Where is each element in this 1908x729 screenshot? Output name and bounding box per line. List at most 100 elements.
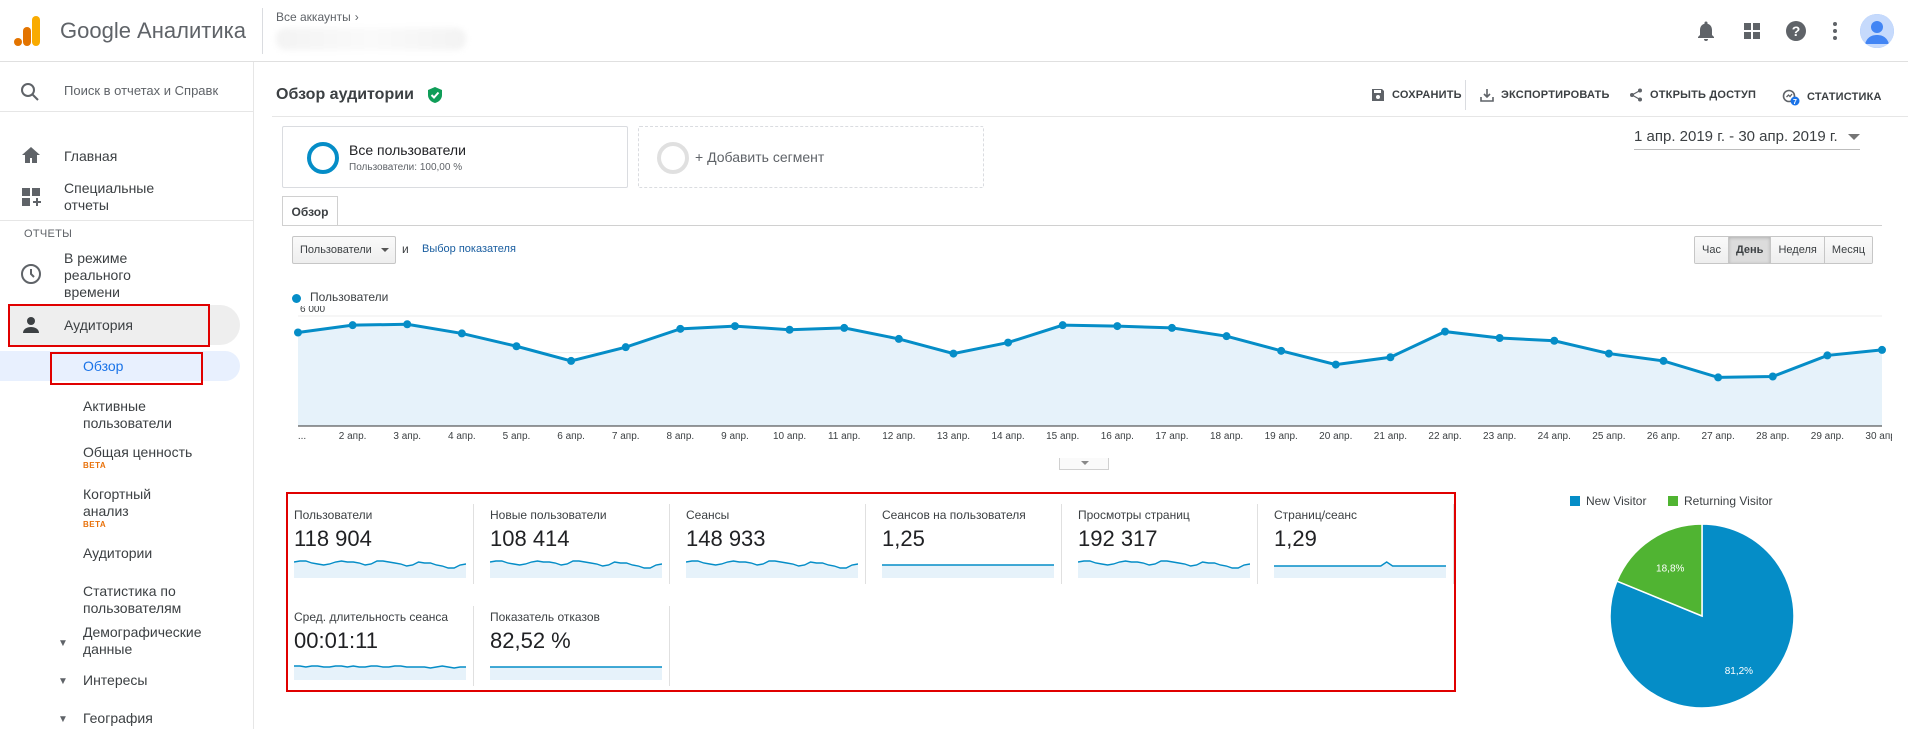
bell-icon[interactable]: [1693, 18, 1719, 44]
period-day-button[interactable]: День: [1727, 237, 1771, 263]
metric-label: Просмотры страниц: [1078, 508, 1190, 522]
expand-caret-icon[interactable]: ▼: [58, 714, 68, 725]
apps-grid-icon[interactable]: [1739, 18, 1765, 44]
export-button[interactable]: ЭКСПОРТИРОВАТЬ: [1480, 88, 1610, 102]
and-label: и: [402, 242, 409, 256]
more-vert-icon[interactable]: [1822, 18, 1848, 44]
metric-value: 148 933: [686, 526, 766, 551]
metric-tile[interactable]: Страниц/сеанс 1,29: [1270, 504, 1454, 584]
users-line-chart[interactable]: 2 0004 0006 000...2 апр.3 апр.4 апр.5 ап…: [272, 306, 1892, 466]
x-tick-label: 7 апр.: [612, 431, 640, 442]
period-month-button[interactable]: Месяц: [1823, 237, 1872, 263]
brand-divider: [262, 8, 263, 54]
data-point: [1823, 351, 1832, 360]
metric-tile[interactable]: Сред. длительность сеанса 00:01:11: [290, 606, 474, 686]
metric-label: Новые пользователи: [490, 508, 607, 522]
toolbar-divider: [1465, 80, 1466, 110]
sidebar-subitem-user-explorer[interactable]: Статистика по пользователям: [83, 583, 182, 616]
add-segment-button[interactable]: + Добавить сегмент: [638, 126, 984, 188]
highlight-box-overview: [50, 352, 203, 385]
metric-tile[interactable]: Пользователи 118 904: [290, 504, 474, 584]
sidebar-subitem-interests[interactable]: Интересы: [83, 672, 148, 688]
series-area: [298, 324, 1882, 426]
metric-value: 00:01:11: [294, 628, 379, 653]
avatar[interactable]: [1860, 14, 1894, 48]
segment-ring-empty-icon: [657, 142, 689, 174]
sidebar-subitem-label: Общая ценность: [83, 444, 193, 460]
sidebar-item-audience[interactable]: Аудитория: [0, 305, 240, 345]
pie-legend-returning[interactable]: Returning Visitor: [1668, 494, 1773, 508]
period-hour-button[interactable]: Час: [1695, 237, 1728, 263]
insights-button[interactable]: 7 СТАТИСТИКА: [1782, 88, 1882, 106]
x-tick-label: 3 апр.: [393, 431, 421, 442]
metric-value: 82,52 %: [490, 628, 571, 653]
sidebar-subitem-geo[interactable]: География: [83, 710, 153, 726]
sidebar-item-custom-reports[interactable]: Специальные отчеты: [0, 176, 240, 218]
segment-subtitle: Пользователи: 100,00 %: [349, 162, 463, 173]
data-point: [403, 320, 412, 329]
metric-label: Страниц/сеанс: [1274, 508, 1358, 522]
date-range-picker[interactable]: 1 апр. 2019 г. - 30 апр. 2019 г.: [1634, 128, 1860, 150]
period-week-button[interactable]: Неделя: [1770, 237, 1824, 263]
sidebar-subitem-overview[interactable]: Обзор: [83, 358, 124, 374]
sidebar-subitem-demographics[interactable]: Демографические данные: [83, 624, 202, 657]
data-point: [1878, 345, 1886, 354]
account-breadcrumb-label: Все аккаунты: [276, 10, 351, 24]
y-tick-label: 6 000: [300, 306, 325, 315]
data-point: [785, 325, 794, 334]
sparkline-line: [294, 665, 466, 669]
x-tick-label: 9 апр.: [721, 431, 749, 442]
clock-icon: [21, 264, 41, 284]
help-icon[interactable]: ?: [1783, 18, 1809, 44]
sidebar-item-home[interactable]: Главная: [0, 140, 240, 176]
tab-overview[interactable]: Обзор: [282, 196, 338, 226]
metric-value: 192 317: [1078, 526, 1158, 551]
metric-tile[interactable]: Новые пользователи 108 414: [486, 504, 670, 584]
metric-tile[interactable]: Сеансов на пользователя 1,25: [878, 504, 1062, 584]
highlight-box-audience: [8, 304, 210, 347]
data-point: [840, 323, 849, 332]
sparkline-line: [294, 560, 466, 569]
sidebar: Поиск в отчетах и Справк Главная Специал…: [0, 62, 254, 729]
data-point: [1386, 353, 1395, 362]
expand-caret-icon[interactable]: ▼: [58, 676, 68, 687]
save-button[interactable]: СОХРАНИТЬ: [1371, 88, 1462, 102]
sidebar-subitem-active-users[interactable]: Активные пользователи: [83, 398, 172, 431]
sidebar-subitem-cohort-analysis[interactable]: Когортный анализ BETA: [83, 486, 183, 529]
main-content: Обзор аудитории СОХРАНИТЬ ЭКСПОРТИРОВАТЬ…: [272, 62, 1908, 729]
chart-collapse-handle[interactable]: [1059, 458, 1109, 470]
segment-ring-icon: [307, 142, 339, 174]
person-icon: [23, 317, 39, 333]
metric-sparkline: [490, 560, 662, 578]
segment-all-users[interactable]: Все пользователи Пользователи: 100,00 %: [282, 126, 628, 188]
sidebar-subitem-audiences[interactable]: Аудитории: [83, 545, 153, 561]
pie-legend-new[interactable]: New Visitor: [1570, 494, 1646, 508]
sidebar-item-realtime[interactable]: В режиме реального времени: [0, 246, 240, 302]
tab-divider: [282, 225, 1882, 226]
metric-value: 118 904: [294, 526, 372, 551]
report-search[interactable]: Поиск в отчетах и Справк: [0, 72, 254, 112]
data-point: [676, 324, 685, 333]
x-tick-label: 2 апр.: [339, 431, 367, 442]
account-name-redacted[interactable]: [276, 28, 466, 50]
x-tick-label: 23 апр.: [1483, 431, 1516, 442]
metric-tile[interactable]: Показатель отказов 82,52 %: [486, 606, 670, 686]
x-tick-label: 10 апр.: [773, 431, 806, 442]
beta-badge: BETA: [83, 461, 107, 470]
x-tick-label: 30 апр.: [1865, 431, 1892, 442]
analytics-logo-icon[interactable]: [14, 16, 42, 46]
share-button[interactable]: ОТКРЫТЬ ДОСТУП: [1629, 88, 1756, 102]
metric-select-dropdown[interactable]: Пользователи: [292, 236, 396, 264]
metric-tile[interactable]: Сеансы 148 933: [682, 504, 866, 584]
data-point: [1441, 327, 1450, 336]
metric-tile[interactable]: Просмотры страниц 192 317: [1074, 504, 1258, 584]
x-tick-label: ...: [298, 431, 306, 442]
metric-select-value: Пользователи: [300, 244, 372, 256]
visitor-type-pie-chart[interactable]: 81,2% 18,8%: [1592, 520, 1812, 710]
account-breadcrumb[interactable]: Все аккаунты ›: [276, 10, 359, 24]
sidebar-subitem-lifetime-value[interactable]: Общая ценность BETA: [83, 444, 192, 470]
search-input[interactable]: Поиск в отчетах и Справк: [64, 83, 219, 98]
choose-metric-link[interactable]: Выбор показателя: [422, 243, 516, 255]
expand-caret-icon[interactable]: ▼: [58, 638, 68, 649]
sparkline-area: [1078, 561, 1250, 578]
